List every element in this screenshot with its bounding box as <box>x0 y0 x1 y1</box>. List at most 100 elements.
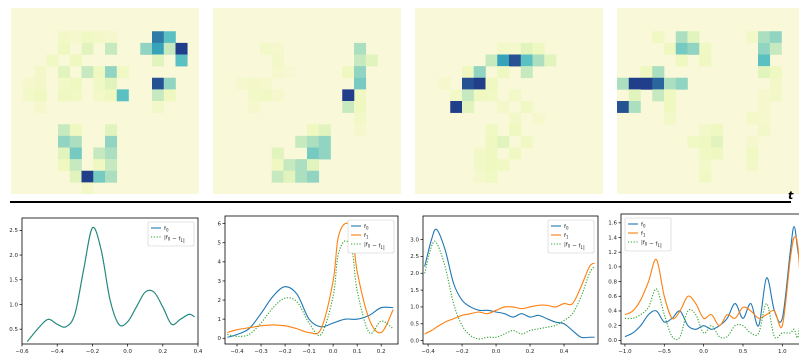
heatmap-cell <box>93 89 106 102</box>
heatmap-cell <box>271 89 284 102</box>
heatmap-cell <box>628 101 641 113</box>
heatmap-cell <box>711 124 724 137</box>
legend-label: f1 <box>564 233 569 240</box>
heatmap-cell <box>318 135 331 148</box>
x-tick-label: 0.1 <box>353 349 362 355</box>
y-tick-label: 6 <box>218 221 222 227</box>
x-tick-label: 1.0 <box>778 349 787 355</box>
y-tick-label: 1.6 <box>608 221 617 227</box>
heatmap-cell <box>532 112 545 125</box>
y-tick-label: 0.0 <box>608 338 617 344</box>
heatmap-cell <box>152 31 165 44</box>
heatmap-cell <box>105 77 118 90</box>
heatmap-cell <box>318 147 331 160</box>
heatmap-cell <box>46 54 59 67</box>
heatmap-cell <box>485 135 498 148</box>
series-line-main <box>424 228 595 339</box>
legend-box <box>547 219 595 254</box>
x-tick-label: −0.1 <box>302 349 315 355</box>
x-tick-label: −0.3 <box>254 349 268 355</box>
heatmap-cell <box>711 147 724 160</box>
heatmap-cell <box>699 42 712 55</box>
heatmap-cell <box>93 147 106 160</box>
heatmap-cell <box>699 147 712 160</box>
x-tick-label: 0.0 <box>492 349 501 355</box>
heatmap-cell <box>640 66 653 79</box>
heatmap-cell <box>271 147 284 160</box>
heatmap-cell <box>93 159 106 172</box>
heatmap-cell <box>105 170 118 183</box>
heatmap-cell <box>664 101 677 113</box>
legend-label: |f0 − f1| <box>564 242 585 251</box>
heatmap-cell <box>81 170 94 183</box>
heatmap-cell <box>248 77 261 90</box>
heatmap-cell <box>93 170 106 183</box>
legend-label: |f0 − f1| <box>364 242 385 251</box>
y-tick-label: 0.5 <box>9 327 18 333</box>
heatmap-cell <box>163 89 176 102</box>
heatmap-cell <box>69 135 82 148</box>
heatmap-cell <box>354 42 367 55</box>
x-tick-label: 0.2 <box>158 349 167 355</box>
heatmap-cell <box>769 31 782 44</box>
heatmap-cell <box>93 31 106 44</box>
series-group <box>424 228 596 340</box>
series-group <box>624 225 799 341</box>
heatmap-cell <box>497 42 510 55</box>
heatmap-cell <box>93 66 106 79</box>
heatmap-cell <box>450 89 463 102</box>
time-axis-line <box>10 201 791 203</box>
heatmap-2 <box>213 8 401 194</box>
x-tick-label: 0.4 <box>194 349 203 355</box>
heatmap-cell <box>81 182 94 194</box>
heatmap-cell <box>520 135 533 148</box>
heatmap-cell <box>769 77 782 90</box>
heatmap-cell <box>81 66 94 79</box>
y-tick-label: 2.0 <box>9 253 18 259</box>
heatmap-cell <box>485 124 498 137</box>
heatmap-cell <box>544 54 557 67</box>
heatmap-cell <box>152 54 165 67</box>
heatmap-cell <box>295 135 308 148</box>
heatmap-cell <box>34 77 47 90</box>
x-tick-label: 0.4 <box>560 349 569 355</box>
heatmap-panel-1 <box>11 8 199 194</box>
y-tick-label: 0.2 <box>608 323 617 329</box>
heatmap-cell <box>271 66 284 79</box>
heatmap-cell <box>307 147 320 160</box>
heatmap-cell <box>711 135 724 148</box>
heatmap-cell <box>675 31 688 44</box>
heatmap-cell <box>69 147 82 160</box>
heatmap-cell <box>58 89 71 102</box>
heatmap-cell <box>283 170 296 183</box>
y-tick-label: 1.2 <box>608 250 617 256</box>
heatmap-cell <box>664 89 677 102</box>
heatmap-cell <box>462 66 475 79</box>
heatmap-cell <box>69 159 82 172</box>
heatmap-cell <box>116 89 129 102</box>
heatmap-panel-2 <box>213 8 401 194</box>
heatmap-cell <box>758 66 771 79</box>
y-tick-label: 1 <box>218 317 222 323</box>
x-tick-label: −0.6 <box>15 349 29 355</box>
x-tick-label: −1.0 <box>618 349 632 355</box>
heatmap-cell <box>497 54 510 67</box>
heatmap-cell <box>532 42 545 55</box>
heatmap-cell <box>58 31 71 44</box>
heatmap-cell <box>699 124 712 137</box>
heatmap-cell <box>617 101 630 113</box>
heatmap-cell <box>509 112 522 125</box>
heatmap-cell <box>34 89 47 102</box>
x-tick-label: −0.2 <box>278 349 291 355</box>
legend-label: f0 <box>564 224 569 231</box>
heatmap-cell <box>140 42 153 55</box>
heatmap-cell <box>664 112 677 125</box>
y-tick-label: 1.0 <box>608 265 617 271</box>
heatmap-cell <box>175 42 188 55</box>
heatmap-1 <box>11 8 199 194</box>
line-chart-2: −0.4 −0.3 −0.2 −0.1 0.0 0.1 0.2 0 1 2 3 4 5 6 f0 f1 |f0 … <box>218 215 399 355</box>
y-tick-label: 2.0 <box>410 271 419 277</box>
heatmap-3 <box>415 8 603 194</box>
heatmap-cell <box>520 42 533 55</box>
heatmap-cell <box>485 159 498 172</box>
